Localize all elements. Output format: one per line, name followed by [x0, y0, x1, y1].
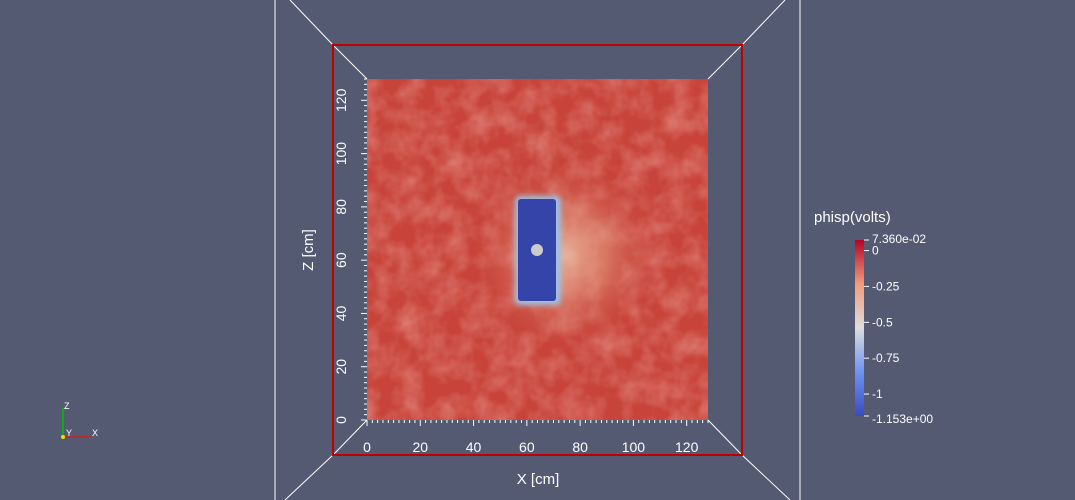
colorbar-tick-label: -0.75 — [872, 351, 900, 365]
orient-x-label: X — [92, 428, 98, 438]
z-axis-tick-labels: 0 20 40 60 80 100 120 — [333, 88, 349, 423]
x-axis-title: X [cm] — [517, 471, 560, 488]
wireframe-edge — [332, 44, 368, 80]
field-slice[interactable] — [367, 79, 708, 420]
x-tick-label: 100 — [622, 439, 646, 455]
wireframe-box — [274, 0, 801, 500]
wireframe-edge — [741, 0, 786, 46]
colorbar — [855, 240, 864, 416]
orient-y-axis — [61, 435, 65, 439]
probe-dot[interactable] — [531, 244, 543, 256]
potential-well — [470, 160, 660, 350]
colorbar-ticks: 0 -0.25 -0.5 -0.75 -1 — [864, 239, 900, 417]
wireframe-edge — [332, 419, 368, 456]
color-legend[interactable]: phisp(volts) 0 -0.25 -0.5 -0.75 -1 7.360e-02… — [814, 209, 933, 426]
colorbar-max-label: 7.360e-02 — [872, 232, 926, 246]
wireframe-edge — [707, 44, 743, 80]
z-tick-label: 80 — [333, 199, 349, 215]
x-tick-label: 40 — [466, 439, 482, 455]
x-tick-label: 60 — [519, 439, 535, 455]
x-tick-label: 0 — [363, 439, 371, 455]
z-tick-label: 0 — [333, 416, 349, 424]
wireframe-edge — [284, 454, 334, 500]
orient-z-label: Z — [64, 401, 70, 411]
colorbar-title: phisp(volts) — [814, 209, 891, 226]
x-tick-label: 120 — [675, 439, 699, 455]
x-axis-tick-labels: 0 20 40 60 80 100 120 — [363, 439, 698, 455]
orient-y-label: Y — [66, 428, 72, 438]
z-axis-title: Z [cm] — [300, 229, 317, 271]
z-tick-label: 120 — [333, 88, 349, 112]
colorbar-min-label: -1.153e+00 — [872, 412, 933, 426]
x-tick-label: 80 — [572, 439, 588, 455]
colorbar-tick-label: -1 — [872, 387, 883, 401]
orientation-axes: Z X Y — [61, 401, 98, 439]
wireframe-edge — [741, 454, 791, 500]
z-axis-ticks — [361, 78, 367, 421]
wireframe-edge — [707, 419, 743, 456]
colorbar-tick-label: -0.25 — [872, 279, 900, 293]
wireframe-edge — [289, 0, 334, 46]
z-tick-label: 60 — [333, 252, 349, 268]
z-tick-label: 40 — [333, 305, 349, 321]
x-tick-label: 20 — [412, 439, 428, 455]
outline-box — [332, 44, 743, 456]
colorbar-tick-label: 0 — [872, 244, 879, 258]
z-tick-label: 100 — [333, 142, 349, 166]
colorbar-tick-label: -0.5 — [872, 315, 893, 329]
x-axis-ticks — [366, 420, 709, 426]
z-tick-label: 20 — [333, 359, 349, 375]
